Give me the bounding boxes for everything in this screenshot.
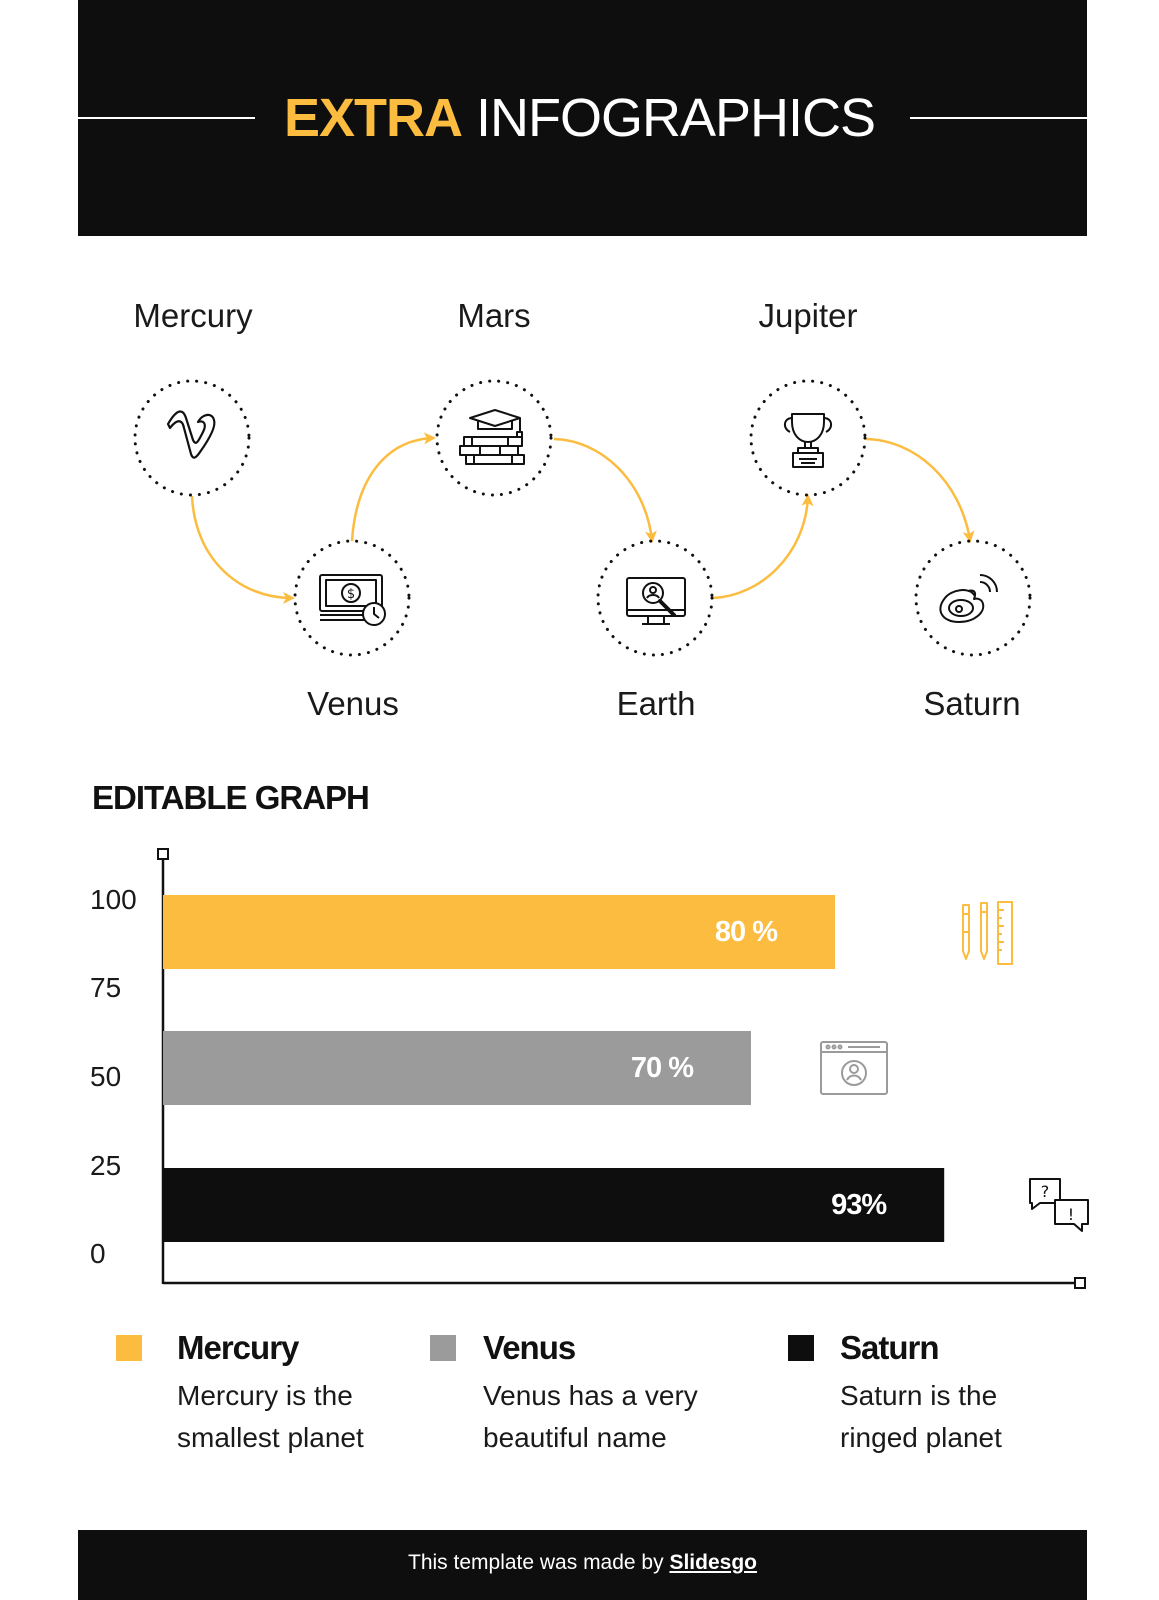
circle-venus (293, 539, 411, 657)
header-right-rule (910, 117, 1087, 119)
y-tick-50: 50 (90, 1061, 122, 1092)
bar-value-label-mercury: 80 % (714, 916, 778, 948)
footer-banner (78, 1530, 1087, 1600)
graph-heading: EDITABLE GRAPH (92, 779, 370, 816)
bar-mercury (163, 895, 835, 969)
legend-desc-saturn: Saturn is the ringed planet (840, 1380, 1002, 1453)
planet-label-jupiter: Jupiter (758, 297, 858, 334)
legend-swatch-mercury (116, 1335, 142, 1361)
y-tick-0: 0 (90, 1238, 106, 1269)
legend-desc-venus: Venus has a very beautiful name (483, 1380, 698, 1453)
money-clock-icon: $ (319, 574, 386, 626)
bar-value-label-saturn: 93% (831, 1189, 887, 1221)
svg-text:!: ! (1068, 1205, 1074, 1224)
circle-jupiter (749, 379, 867, 497)
flow-arrow-mars-earth (553, 437, 657, 543)
y-tick-25: 25 (90, 1150, 122, 1181)
legend-desc-mercury: Mercury is the smallest planet (177, 1380, 364, 1453)
bar-saturn (163, 1168, 945, 1242)
circle-mars (435, 379, 553, 497)
planet-label-mercury: Mercury (133, 297, 253, 334)
browser-user-icon (820, 1041, 888, 1095)
circle-earth (596, 539, 714, 657)
x-axis-cap (1074, 1277, 1086, 1289)
pens-ruler-icon (962, 901, 1013, 965)
books-graduation-icon (459, 409, 525, 465)
chat-question-exclamation-icon: ? ! (1029, 1178, 1089, 1232)
trophy-icon (784, 413, 832, 468)
planet-label-venus: Venus (307, 685, 399, 722)
flow-arrow-earth-jupiter (712, 494, 814, 600)
planet-label-earth: Earth (616, 685, 696, 722)
bar-chart: ? ! (157, 848, 1089, 1289)
y-axis-cap (157, 848, 169, 860)
circle-mercury (133, 379, 251, 497)
footer-credit: This template was made by Slidesgo (78, 1548, 1087, 1578)
y-tick-100: 100 (90, 884, 137, 915)
legend-title-mercury: Mercury (177, 1329, 299, 1366)
flow-arrow-mercury-venus (190, 495, 295, 604)
planet-label-saturn: Saturn (923, 685, 1021, 722)
bar-value-label-venus: 70 % (630, 1052, 694, 1084)
header-left-rule (78, 117, 255, 119)
circle-saturn (914, 539, 1032, 657)
bar-venus (163, 1031, 751, 1105)
title-accent: EXTRA (283, 88, 463, 148)
flow-diagram: $ (133, 379, 1032, 657)
legend-title-saturn: Saturn (840, 1329, 940, 1366)
slidesgo-link[interactable]: Slidesgo (669, 1551, 757, 1574)
footer-credit-text: This template was made by (408, 1551, 670, 1574)
flow-arrow-jupiter-saturn (865, 437, 975, 543)
flow-arrow-venus-mars (350, 432, 436, 542)
page-title: EXTRA INFOGRAPHICS (0, 86, 1159, 150)
svg-text:?: ? (1041, 1182, 1050, 1201)
svg-text:$: $ (347, 587, 355, 602)
legend-swatch-venus (430, 1335, 456, 1361)
legend-title-venus: Venus (483, 1329, 576, 1366)
planet-label-mars: Mars (457, 297, 531, 334)
vimeo-icon (166, 410, 216, 459)
monitor-search-user-icon (626, 577, 686, 625)
title-rest: INFOGRAPHICS (475, 88, 876, 148)
y-tick-75: 75 (90, 972, 122, 1003)
weibo-icon (939, 574, 998, 623)
legend-swatch-saturn (788, 1335, 814, 1361)
